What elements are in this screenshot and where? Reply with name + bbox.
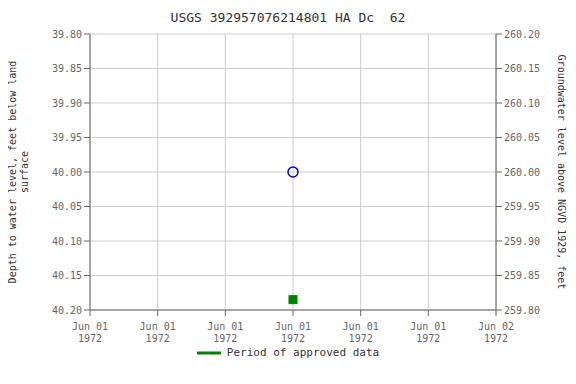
svg-text:Depth to water level, feet bel: Depth to water level, feet below landsur… bbox=[8, 61, 30, 284]
svg-text:259.80: 259.80 bbox=[504, 305, 540, 316]
svg-text:39.90: 39.90 bbox=[52, 98, 82, 109]
svg-text:Jun 011972: Jun 011972 bbox=[140, 321, 176, 344]
svg-text:260.10: 260.10 bbox=[504, 98, 540, 109]
svg-text:Groundwater level above NGVD 1: Groundwater level above NGVD 1929, feet bbox=[556, 55, 567, 290]
svg-text:260.05: 260.05 bbox=[504, 132, 540, 143]
svg-text:Jun 011972: Jun 011972 bbox=[72, 321, 108, 344]
svg-text:Jun 021972: Jun 021972 bbox=[478, 321, 514, 344]
html-text:Period of approved data: Period of approved data bbox=[226, 346, 380, 359]
svg-text:40.15: 40.15 bbox=[52, 270, 82, 281]
svg-text:Jun 011972: Jun 011972 bbox=[343, 321, 379, 344]
svg-text:Jun 011972: Jun 011972 bbox=[207, 321, 243, 344]
svg-text:40.20: 40.20 bbox=[52, 305, 82, 316]
html-text:USGS 392957076214801 HA Dc 62: USGS 392957076214801 HA Dc 62 bbox=[170, 10, 406, 25]
svg-text:39.95: 39.95 bbox=[52, 132, 82, 143]
svg-text:259.85: 259.85 bbox=[504, 270, 540, 281]
svg-text:Jun 011972: Jun 011972 bbox=[410, 321, 446, 344]
svg-text:40.10: 40.10 bbox=[52, 236, 82, 247]
svg-text:260.20: 260.20 bbox=[504, 29, 540, 40]
svg-text:40.00: 40.00 bbox=[52, 167, 82, 178]
svg-text:Jun 011972: Jun 011972 bbox=[275, 321, 311, 344]
svg-text:259.95: 259.95 bbox=[504, 201, 540, 212]
svg-text:260.00: 260.00 bbox=[504, 167, 540, 178]
svg-text:259.90: 259.90 bbox=[504, 236, 540, 247]
svg-text:40.05: 40.05 bbox=[52, 201, 82, 212]
svg-text:39.80: 39.80 bbox=[52, 29, 82, 40]
svg-text:39.85: 39.85 bbox=[52, 63, 82, 74]
svg-text:260.15: 260.15 bbox=[504, 63, 540, 74]
